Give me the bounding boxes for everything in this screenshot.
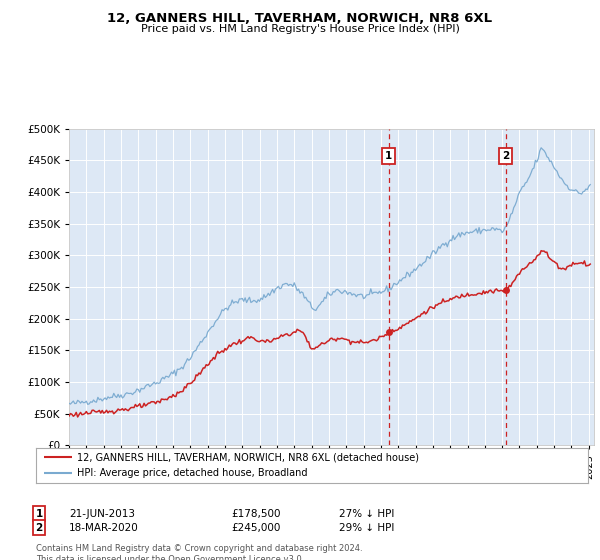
Text: 27% ↓ HPI: 27% ↓ HPI [339, 508, 394, 519]
Text: 1: 1 [35, 508, 43, 519]
Text: £245,000: £245,000 [231, 522, 280, 533]
Text: 12, GANNERS HILL, TAVERHAM, NORWICH, NR8 6XL: 12, GANNERS HILL, TAVERHAM, NORWICH, NR8… [107, 12, 493, 25]
Text: 21-JUN-2013: 21-JUN-2013 [69, 508, 135, 519]
Text: £178,500: £178,500 [231, 508, 281, 519]
Text: 1: 1 [385, 151, 392, 161]
Text: 2: 2 [502, 151, 509, 161]
Text: 29% ↓ HPI: 29% ↓ HPI [339, 522, 394, 533]
Text: 2: 2 [35, 522, 43, 533]
Text: 18-MAR-2020: 18-MAR-2020 [69, 522, 139, 533]
Text: HPI: Average price, detached house, Broadland: HPI: Average price, detached house, Broa… [77, 468, 308, 478]
Text: Price paid vs. HM Land Registry's House Price Index (HPI): Price paid vs. HM Land Registry's House … [140, 24, 460, 34]
Text: Contains HM Land Registry data © Crown copyright and database right 2024.
This d: Contains HM Land Registry data © Crown c… [36, 544, 362, 560]
Text: 12, GANNERS HILL, TAVERHAM, NORWICH, NR8 6XL (detached house): 12, GANNERS HILL, TAVERHAM, NORWICH, NR8… [77, 452, 419, 463]
